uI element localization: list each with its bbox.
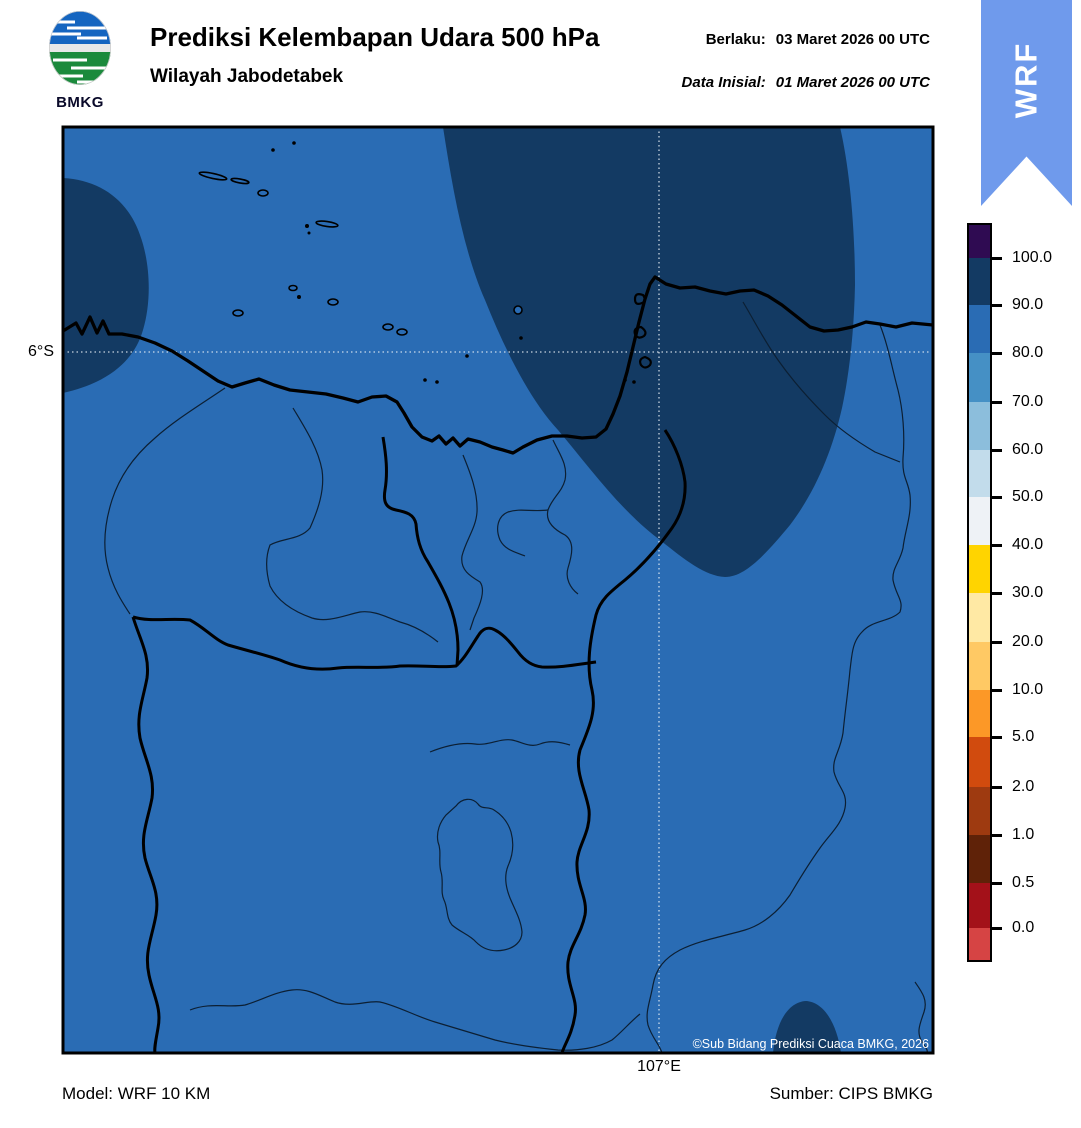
lon-tick-label: 107°E xyxy=(637,1058,681,1075)
colorbar-segment xyxy=(969,737,990,787)
colorbar-segment xyxy=(969,883,990,928)
colorbar-segment xyxy=(969,258,990,305)
page-title: Prediksi Kelembapan Udara 500 hPa xyxy=(150,22,600,52)
lat-tick-label: 6°S xyxy=(28,343,54,360)
bmkg-logo-label: BMKG xyxy=(56,94,104,111)
admin-boundaries-thin xyxy=(104,301,928,1053)
colorbar-segment xyxy=(969,690,990,737)
colorbar-segment xyxy=(969,450,990,497)
coastline xyxy=(63,275,933,455)
colorbar-segment xyxy=(969,305,990,353)
colorbar-segment xyxy=(969,353,990,402)
source-label: Sumber: CIPS BMKG xyxy=(769,1084,933,1103)
islands xyxy=(198,141,636,384)
map-copyright: ©Sub Bidang Prediksi Cuaca BMKG, 2026 xyxy=(693,1037,929,1051)
colorbar-segment xyxy=(969,835,990,883)
map-frame xyxy=(61,125,935,1055)
colorbar xyxy=(967,223,992,962)
colorbar-segment xyxy=(969,497,990,545)
init-time-value: 01 Maret 2026 00 UTC xyxy=(775,74,930,91)
bmkg-logo: BMKG xyxy=(40,10,120,111)
colorbar-segment xyxy=(969,642,990,690)
colorbar-segment xyxy=(969,545,990,593)
colorbar-segment xyxy=(969,787,990,835)
page-subtitle: Wilayah Jabodetabek xyxy=(150,66,344,87)
colorbar-segment xyxy=(969,593,990,642)
bmkg-logo-icon xyxy=(49,11,111,85)
init-time: Data Inisial: 01 Maret 2026 00 UTC xyxy=(682,74,930,91)
colorbar-segment xyxy=(969,928,990,960)
colorbar-segment xyxy=(969,225,990,258)
model-label: Model: WRF 10 KM xyxy=(62,1084,211,1103)
init-time-label: Data Inisial: xyxy=(681,74,766,91)
colorbar-segment xyxy=(969,402,990,450)
valid-time-label: Berlaku: xyxy=(705,31,766,48)
admin-boundaries-thick xyxy=(131,429,687,1053)
valid-time: Berlaku: 03 Maret 2026 00 UTC xyxy=(706,31,930,48)
valid-time-value: 03 Maret 2026 00 UTC xyxy=(775,31,930,48)
